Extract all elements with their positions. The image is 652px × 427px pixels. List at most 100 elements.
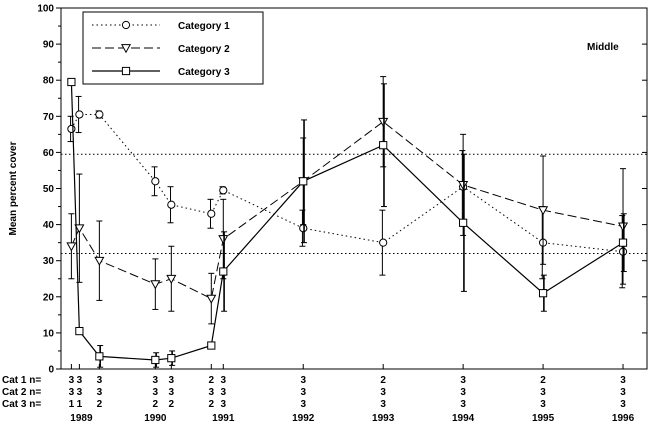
marker-square	[299, 177, 308, 186]
marker-square	[618, 238, 628, 247]
n-value: 3	[153, 387, 159, 398]
series-line	[70, 81, 624, 361]
n-value: 3	[300, 399, 306, 410]
marker-square	[219, 267, 228, 276]
n-value: 2	[209, 375, 215, 386]
marker-triangle	[94, 256, 105, 266]
n-value: 3	[300, 375, 306, 386]
marker-triangle	[206, 294, 217, 304]
marker-square	[459, 218, 468, 227]
n-value: 1	[69, 399, 75, 410]
sample-size-table: Cat 1 n=Cat 2 n=Cat 3 n=3313313323323322…	[2, 375, 635, 424]
year-label: 1995	[532, 413, 555, 424]
y-tick-label: 20	[43, 292, 55, 303]
marker-triangle	[74, 224, 85, 234]
n-value: 3	[620, 387, 626, 398]
year-label: 1996	[612, 413, 635, 424]
year-label: 1989	[70, 413, 93, 424]
n-value: 3	[460, 375, 466, 386]
n-value: 3	[221, 399, 227, 410]
marker-circle	[151, 177, 160, 186]
marker-circle	[75, 110, 84, 119]
n-value: 3	[153, 375, 159, 386]
n-value: 2	[540, 375, 546, 386]
year-label: 1991	[212, 413, 235, 424]
marker-triangle	[150, 280, 161, 290]
n-value: 3	[540, 399, 546, 410]
panel-label: Middle	[587, 42, 619, 53]
n-value: 3	[460, 387, 466, 398]
n-value: 3	[77, 375, 83, 386]
marker-circle	[121, 20, 131, 30]
n-value: 3	[221, 387, 227, 398]
n-value: 3	[221, 375, 227, 386]
n-value: 3	[169, 375, 175, 386]
y-tick-label: 30	[43, 256, 55, 267]
n-value: 3	[97, 375, 103, 386]
y-tick-label: 90	[43, 40, 55, 51]
n-value: 3	[380, 387, 386, 398]
n-value: 3	[77, 387, 83, 398]
y-tick-label: 40	[43, 220, 55, 231]
n-value: 3	[460, 399, 466, 410]
marker-triangle	[166, 274, 177, 284]
marker-square	[67, 77, 76, 87]
y-tick-label: 50	[43, 184, 55, 195]
series-3	[67, 77, 628, 368]
n-value: 3	[169, 387, 175, 398]
marker-circle	[207, 209, 216, 218]
legend-label: Category 2	[178, 44, 230, 55]
marker-triangle	[458, 181, 469, 191]
n-value: 2	[153, 399, 159, 410]
marker-circle	[167, 200, 176, 209]
y-tick-label: 100	[37, 4, 54, 15]
legend-label: Category 3	[178, 67, 230, 78]
n-value: 3	[97, 387, 103, 398]
n-row-label: Cat 1 n=	[2, 375, 41, 386]
y-tick-label: 80	[43, 76, 55, 87]
series-group	[66, 76, 629, 368]
marker-triangle	[538, 206, 549, 216]
marker-circle	[219, 186, 228, 195]
marker-circle	[379, 238, 388, 247]
marker-square	[167, 354, 176, 363]
marker-circle	[67, 124, 76, 134]
marker-square	[75, 326, 84, 336]
y-tick-label: 60	[43, 148, 55, 159]
marker-square	[379, 141, 388, 150]
n-value: 3	[300, 387, 306, 398]
marker-square	[151, 355, 160, 365]
y-tick-label: 0	[48, 365, 54, 376]
n-value: 2	[209, 399, 215, 410]
series-line	[70, 121, 624, 300]
n-value: 3	[540, 387, 546, 398]
n-row-label: Cat 3 n=	[2, 399, 41, 410]
y-axis-label: Mean percent cover	[8, 141, 19, 235]
y-tick-label: 10	[43, 328, 55, 339]
n-value: 3	[620, 375, 626, 386]
marker-triangle	[66, 242, 77, 252]
n-row-label: Cat 2 n=	[2, 387, 41, 398]
marker-square	[95, 352, 104, 361]
marker-square	[121, 66, 131, 76]
n-value: 3	[69, 387, 75, 398]
marker-square	[538, 289, 548, 298]
n-value: 2	[380, 375, 386, 386]
marker-triangle	[120, 44, 132, 54]
n-value: 2	[97, 399, 103, 410]
n-value: 3	[620, 399, 626, 410]
axes: 0 10 20 30 40 50 60 70 80 90 100 Mean percent cover…	[8, 4, 648, 376]
n-value: 2	[169, 399, 175, 410]
marker-square	[207, 341, 216, 350]
legend-label: Category 1	[178, 21, 230, 32]
y-tick-label: 70	[43, 112, 55, 123]
n-value: 3	[69, 375, 75, 386]
marker-circle	[95, 110, 104, 119]
year-label: 1992	[292, 413, 315, 424]
n-value: 1	[77, 399, 83, 410]
year-label: 1993	[372, 413, 395, 424]
n-value: 3	[380, 399, 386, 410]
legend: Category 1 Category 2 Category 3	[82, 11, 264, 85]
n-value: 3	[209, 387, 215, 398]
